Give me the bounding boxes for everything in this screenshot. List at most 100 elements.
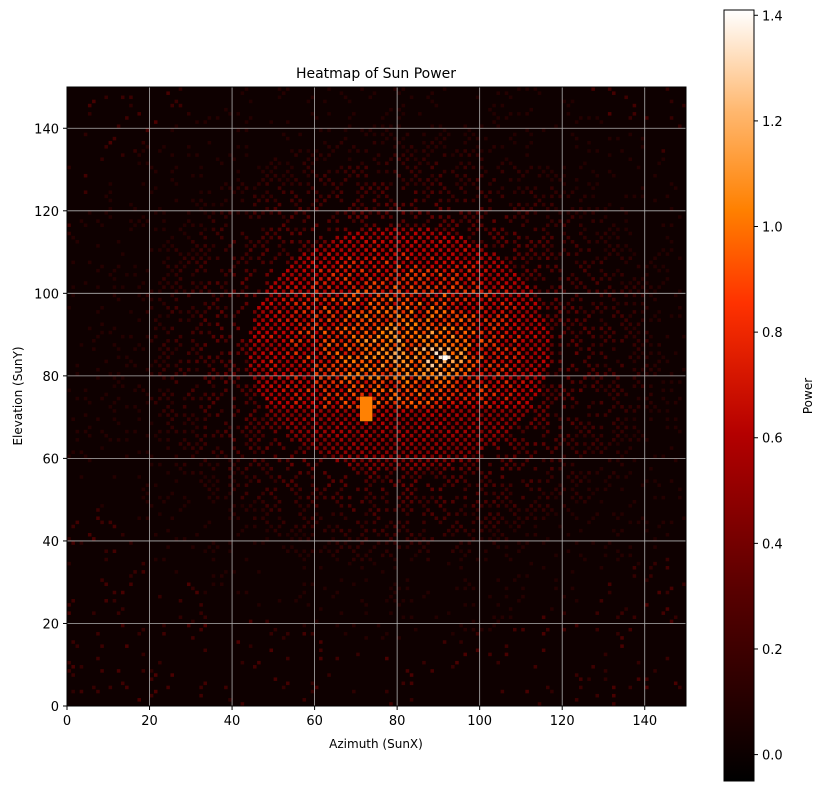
heatmap-cell bbox=[653, 669, 657, 673]
heatmap-cell bbox=[248, 99, 253, 104]
heatmap-cell bbox=[438, 380, 443, 384]
heatmap-cell bbox=[158, 206, 162, 211]
heatmap-cell bbox=[653, 537, 657, 541]
heatmap-cell bbox=[409, 458, 414, 463]
heatmap-cell bbox=[463, 380, 467, 384]
heatmap-cell bbox=[682, 103, 686, 108]
heatmap-cell bbox=[356, 446, 360, 450]
heatmap-cell bbox=[583, 227, 587, 232]
heatmap-cell bbox=[207, 215, 212, 219]
heatmap-cell bbox=[570, 297, 575, 302]
heatmap-cell bbox=[504, 306, 509, 310]
heatmap-cell bbox=[479, 380, 484, 384]
heatmap-cell bbox=[186, 442, 191, 446]
heatmap-cell bbox=[512, 330, 517, 335]
heatmap-cell bbox=[401, 483, 406, 487]
heatmap-cell bbox=[632, 458, 637, 463]
heatmap-cell bbox=[265, 273, 269, 277]
heatmap-cell bbox=[286, 326, 290, 331]
heatmap-cell bbox=[335, 557, 340, 562]
heatmap-cell bbox=[492, 615, 496, 620]
heatmap-cell bbox=[504, 314, 509, 318]
heatmap-cell bbox=[385, 112, 389, 116]
heatmap-cell bbox=[492, 235, 496, 240]
heatmap-cell bbox=[277, 301, 282, 306]
heatmap-cell bbox=[442, 367, 447, 372]
heatmap-cell bbox=[554, 297, 558, 302]
heatmap-cell bbox=[570, 446, 575, 450]
heatmap-cell bbox=[463, 487, 467, 492]
heatmap-cell bbox=[537, 165, 542, 170]
heatmap-cell bbox=[356, 256, 360, 261]
heatmap-cell bbox=[401, 202, 406, 207]
heatmap-cell bbox=[517, 310, 521, 314]
heatmap-cell bbox=[517, 367, 521, 372]
heatmap-cell bbox=[240, 660, 245, 665]
heatmap-cell bbox=[314, 322, 319, 327]
heatmap-cell bbox=[343, 136, 348, 141]
heatmap-cell bbox=[310, 227, 315, 232]
heatmap-cell bbox=[145, 433, 150, 438]
heatmap-cell bbox=[248, 355, 253, 360]
heatmap-cell bbox=[153, 532, 158, 537]
heatmap-cell bbox=[162, 227, 166, 232]
heatmap-cell bbox=[471, 586, 476, 591]
heatmap-cell bbox=[253, 351, 257, 355]
heatmap-cell bbox=[554, 124, 558, 128]
heatmap-cell bbox=[347, 149, 352, 153]
heatmap-cell bbox=[492, 120, 496, 124]
heatmap-cell bbox=[603, 239, 608, 244]
heatmap-cell bbox=[269, 648, 274, 653]
heatmap-cell bbox=[269, 392, 274, 397]
heatmap-cell bbox=[376, 541, 381, 545]
heatmap-cell bbox=[298, 149, 302, 153]
heatmap-cell bbox=[360, 186, 364, 190]
heatmap-cell bbox=[521, 297, 525, 302]
heatmap-cell bbox=[558, 466, 562, 471]
heatmap-cell bbox=[207, 462, 212, 467]
heatmap-cell bbox=[413, 223, 418, 228]
heatmap-cell bbox=[409, 211, 414, 215]
heatmap-cell bbox=[265, 355, 269, 360]
heatmap-cell bbox=[422, 495, 426, 500]
heatmap-cell bbox=[393, 145, 397, 149]
heatmap-cell bbox=[595, 256, 600, 261]
heatmap-cell bbox=[83, 396, 88, 401]
heatmap-cell bbox=[558, 178, 562, 182]
heatmap-cell bbox=[401, 227, 406, 232]
heatmap-cell bbox=[314, 388, 319, 393]
heatmap-cell bbox=[203, 301, 208, 306]
heatmap-cell bbox=[145, 268, 150, 273]
heatmap-cell bbox=[434, 310, 439, 314]
heatmap-cell bbox=[186, 153, 191, 157]
heatmap-cell bbox=[125, 363, 129, 368]
heatmap-cell bbox=[488, 388, 492, 393]
heatmap-cell bbox=[207, 487, 212, 492]
heatmap-cell bbox=[475, 648, 480, 653]
heatmap-cell bbox=[141, 182, 146, 186]
heatmap-cell bbox=[645, 372, 649, 376]
heatmap-cell bbox=[116, 239, 121, 244]
heatmap-cell bbox=[286, 384, 290, 388]
heatmap-cell bbox=[228, 508, 232, 512]
heatmap-cell bbox=[488, 314, 492, 318]
heatmap-cell bbox=[294, 334, 298, 339]
heatmap-cell bbox=[678, 495, 682, 500]
heatmap-cell bbox=[186, 310, 191, 314]
heatmap-cell bbox=[257, 256, 261, 261]
heatmap-cell bbox=[467, 235, 472, 240]
heatmap-cell bbox=[277, 516, 282, 520]
heatmap-cell bbox=[195, 285, 199, 289]
heatmap-cell bbox=[191, 281, 195, 285]
heatmap-cell bbox=[669, 619, 674, 624]
heatmap-cell bbox=[661, 520, 666, 525]
heatmap-cell bbox=[628, 446, 633, 450]
heatmap-cell bbox=[191, 256, 195, 261]
heatmap-cell bbox=[413, 413, 418, 417]
heatmap-cell bbox=[120, 95, 125, 100]
heatmap-cell bbox=[620, 256, 624, 261]
colorbar-tick-label: 1.2 bbox=[762, 115, 783, 130]
heatmap-cell bbox=[545, 627, 550, 632]
heatmap-cell bbox=[413, 173, 418, 178]
